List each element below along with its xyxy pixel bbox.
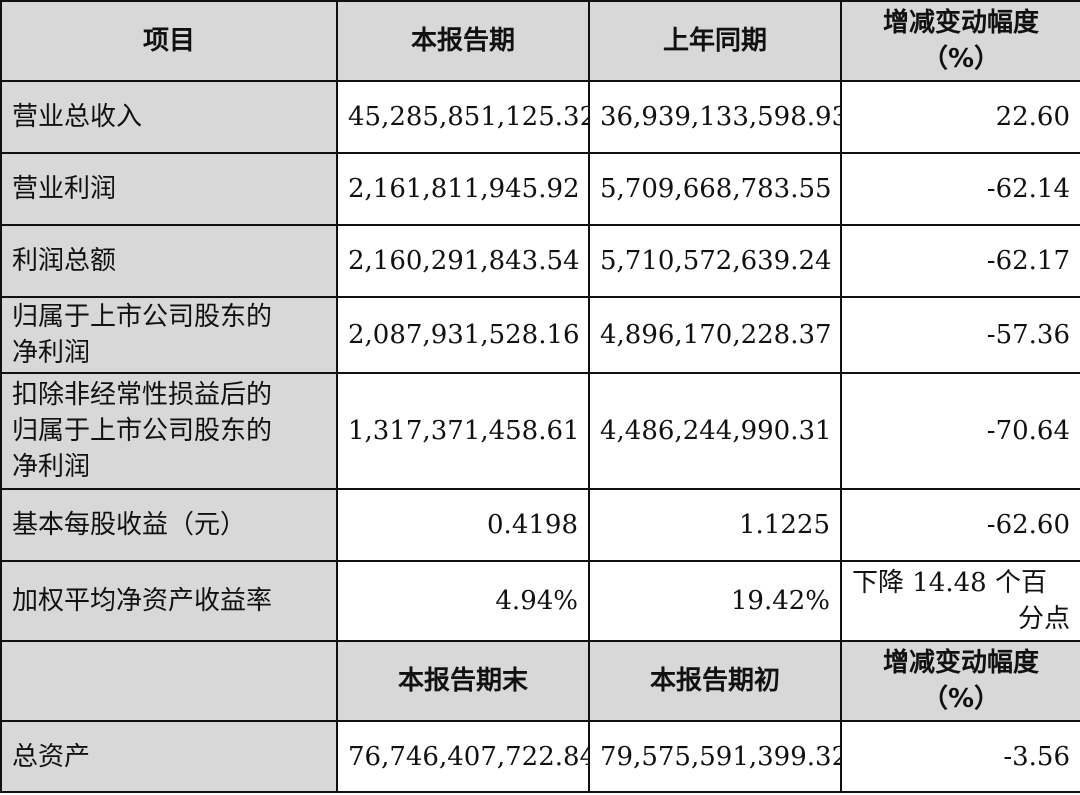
table-row: 总资产 76,746,407,722.84 79,575,591,399.32 … — [0, 720, 1080, 793]
change-text-line: 分点 — [1017, 604, 1070, 634]
current-value: 1,317,371,458.61 — [336, 372, 590, 490]
change-value: -3.56 — [840, 720, 1080, 793]
prior-value: 5,709,668,783.55 — [588, 152, 842, 226]
prior-value: 4,486,244,990.31 — [588, 372, 842, 490]
period-end-value: 76,746,407,722.84 — [336, 720, 590, 793]
row-label: 总资产 — [0, 720, 338, 793]
table-row: 扣除非经常性损益后的 归属于上市公司股东的 净利润 1,317,371,458.… — [0, 372, 1080, 490]
row-label: 利润总额 — [0, 224, 338, 298]
prior-value: 4,896,170,228.37 — [588, 296, 842, 374]
change-text-line: 下降 14.48 个百 — [852, 568, 1047, 598]
table-row: 利润总额 2,160,291,843.54 5,710,572,639.24 -… — [0, 224, 1080, 298]
subheader-change-title: 增减变动幅度 — [882, 648, 1039, 678]
row-label-line: 归属于上市公司股东的 — [12, 302, 273, 332]
subheader-period-begin: 本报告期初 — [588, 640, 842, 722]
change-value: -70.64 — [840, 372, 1080, 490]
row-label: 归属于上市公司股东的 净利润 — [0, 296, 338, 374]
table-row: 归属于上市公司股东的 净利润 2,087,931,528.16 4,896,17… — [0, 296, 1080, 374]
current-value: 45,285,851,125.32 — [336, 80, 590, 154]
table-row: 营业总收入 45,285,851,125.32 36,939,133,598.9… — [0, 80, 1080, 154]
change-value: -62.17 — [840, 224, 1080, 298]
subheader-item — [0, 640, 338, 722]
subheader-change-pct: 增减变动幅度 （%） — [840, 640, 1080, 722]
row-label: 加权平均净资产收益率 — [0, 560, 338, 642]
change-value: -62.60 — [840, 488, 1080, 562]
header-item: 项目 — [0, 0, 338, 82]
table-row: 基本每股收益（元） 0.4198 1.1225 -62.60 — [0, 488, 1080, 562]
row-label-line: 扣除非经常性损益后的 — [12, 380, 273, 410]
current-value: 0.4198 — [336, 488, 590, 562]
prior-value: 19.42% — [588, 560, 842, 642]
row-label: 基本每股收益（元） — [0, 488, 338, 562]
row-label: 营业总收入 — [0, 80, 338, 154]
current-value: 4.94% — [336, 560, 590, 642]
header-change-unit: （%） — [921, 44, 1001, 74]
current-value: 2,161,811,945.92 — [336, 152, 590, 226]
row-label-line: 归属于上市公司股东的 — [12, 416, 273, 446]
table-subheader-row: 本报告期末 本报告期初 增减变动幅度 （%） — [0, 640, 1080, 722]
change-value: -62.14 — [840, 152, 1080, 226]
current-value: 2,087,931,528.16 — [336, 296, 590, 374]
table-row: 加权平均净资产收益率 4.94% 19.42% 下降 14.48 个百 分点 — [0, 560, 1080, 642]
period-begin-value: 79,575,591,399.32 — [588, 720, 842, 793]
row-label: 扣除非经常性损益后的 归属于上市公司股东的 净利润 — [0, 372, 338, 490]
row-label-line: 净利润 — [12, 338, 91, 368]
change-value: -57.36 — [840, 296, 1080, 374]
table-row: 营业利润 2,161,811,945.92 5,709,668,783.55 -… — [0, 152, 1080, 226]
header-change-title: 增减变动幅度 — [882, 8, 1039, 38]
prior-value: 1.1225 — [588, 488, 842, 562]
row-label-line: 净利润 — [12, 452, 91, 482]
change-value: 下降 14.48 个百 分点 — [840, 560, 1080, 642]
header-prior-period: 上年同期 — [588, 0, 842, 82]
row-label: 营业利润 — [0, 152, 338, 226]
prior-value: 36,939,133,598.93 — [588, 80, 842, 154]
prior-value: 5,710,572,639.24 — [588, 224, 842, 298]
subheader-change-unit: （%） — [921, 684, 1001, 714]
header-change-pct: 增减变动幅度 （%） — [840, 0, 1080, 82]
header-current-period: 本报告期 — [336, 0, 590, 82]
subheader-period-end: 本报告期末 — [336, 640, 590, 722]
table-header-row: 项目 本报告期 上年同期 增减变动幅度 （%） — [0, 0, 1080, 82]
change-value: 22.60 — [840, 80, 1080, 154]
current-value: 2,160,291,843.54 — [336, 224, 590, 298]
